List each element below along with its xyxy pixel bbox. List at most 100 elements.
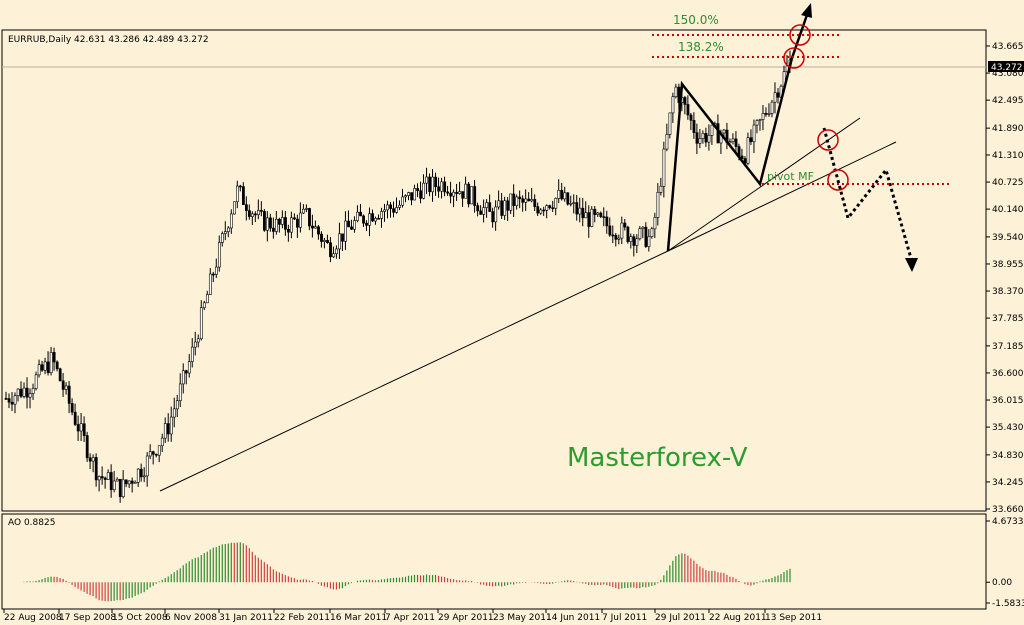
candle-body	[581, 207, 585, 219]
candle-body	[419, 190, 423, 199]
candle-body	[332, 253, 335, 258]
candle-body	[196, 338, 200, 343]
candle-body	[356, 211, 359, 221]
candle-body	[130, 480, 134, 484]
candle-body	[704, 133, 708, 143]
candle-body	[644, 226, 648, 247]
candle-body	[368, 213, 371, 226]
candle-body	[632, 236, 636, 246]
candle-body	[61, 380, 65, 390]
candle-body	[641, 226, 645, 229]
candle-body	[287, 228, 290, 233]
x-tick-label: 23 May 2011	[493, 613, 552, 623]
candle-body	[263, 211, 266, 231]
candle-body	[251, 213, 254, 217]
candle-body	[187, 361, 191, 374]
y-tick-label: 42.495	[992, 96, 1024, 106]
candle-body	[112, 480, 116, 491]
candle-body	[398, 204, 402, 208]
candle-body	[767, 113, 771, 115]
candle-body	[488, 202, 492, 212]
candle-body	[404, 195, 408, 198]
candle-body	[653, 217, 657, 230]
candle-body	[88, 457, 92, 462]
candle-body	[46, 361, 50, 374]
candle-body	[701, 133, 705, 139]
watermark: Masterforex-V	[567, 443, 748, 473]
candle-body	[425, 176, 429, 184]
candle-body	[776, 92, 780, 98]
candle-body	[142, 475, 146, 478]
candle-body	[91, 457, 95, 462]
candle-body	[464, 183, 468, 199]
candle-body	[611, 234, 615, 237]
candle-body	[7, 398, 11, 403]
candle-body	[650, 228, 654, 237]
candle-body	[118, 478, 122, 497]
candle-body	[10, 401, 14, 405]
candle-body	[467, 183, 471, 205]
current-price-tag	[988, 61, 1024, 72]
candle-body	[133, 481, 137, 484]
candle-body	[329, 242, 332, 258]
candle-body	[566, 192, 570, 205]
candle-body	[440, 181, 444, 192]
y-tick-label: 41.890	[992, 124, 1024, 134]
candle-body	[482, 207, 486, 215]
candle-body	[614, 235, 618, 240]
candle-body	[136, 468, 140, 483]
candle-body	[317, 226, 320, 235]
candle-body	[377, 217, 380, 220]
candle-body	[758, 119, 762, 121]
candle-body	[275, 218, 278, 232]
candle-body	[25, 387, 29, 398]
x-tick-label: 6 Nov 2008	[165, 613, 217, 623]
candle-body	[755, 120, 759, 126]
candle-body	[761, 113, 765, 120]
candle-body	[97, 476, 101, 481]
candle-body	[380, 211, 383, 219]
candle-body	[190, 346, 194, 362]
candle-body	[350, 226, 353, 230]
candle-body	[181, 370, 185, 385]
candle-body	[266, 217, 269, 231]
candle-body	[428, 176, 432, 193]
candle-body	[479, 210, 483, 215]
candle-body	[629, 236, 633, 242]
candle-body	[121, 479, 125, 497]
candle-body	[37, 364, 41, 376]
candle-body	[515, 196, 519, 206]
candle-body	[220, 233, 224, 243]
candle-body	[512, 193, 516, 206]
candle-body	[100, 476, 104, 479]
candle-body	[470, 186, 474, 205]
trendline-break-circle	[817, 129, 839, 151]
candle-body	[443, 181, 447, 193]
candle-body	[269, 217, 272, 229]
candle-body	[371, 213, 374, 222]
candle-body	[452, 191, 456, 197]
candle-body	[148, 451, 152, 457]
y-tick-label: 41.310	[992, 151, 1024, 161]
candle-body	[323, 240, 326, 242]
up-arrow-head	[801, 3, 812, 18]
candle-body	[359, 211, 362, 217]
candle-body	[296, 218, 299, 228]
candle-body	[395, 207, 398, 213]
y-tick-label: 34.830	[992, 451, 1024, 461]
current-price-label: 43.272	[991, 63, 1023, 73]
candle-body	[590, 208, 594, 227]
candle-body	[722, 129, 726, 134]
ao-y-axis: 4.6733 0.00 -1.5833	[986, 517, 1024, 609]
candle-body	[599, 212, 603, 217]
candle-body	[70, 403, 74, 413]
candle-body	[548, 205, 552, 209]
candle-body	[635, 238, 639, 246]
y-tick-label: 40.725	[992, 178, 1024, 188]
candle-body	[545, 205, 549, 211]
candle-body	[530, 199, 534, 202]
candle-body	[199, 307, 203, 340]
y-tick-label: 33.660	[992, 505, 1024, 515]
